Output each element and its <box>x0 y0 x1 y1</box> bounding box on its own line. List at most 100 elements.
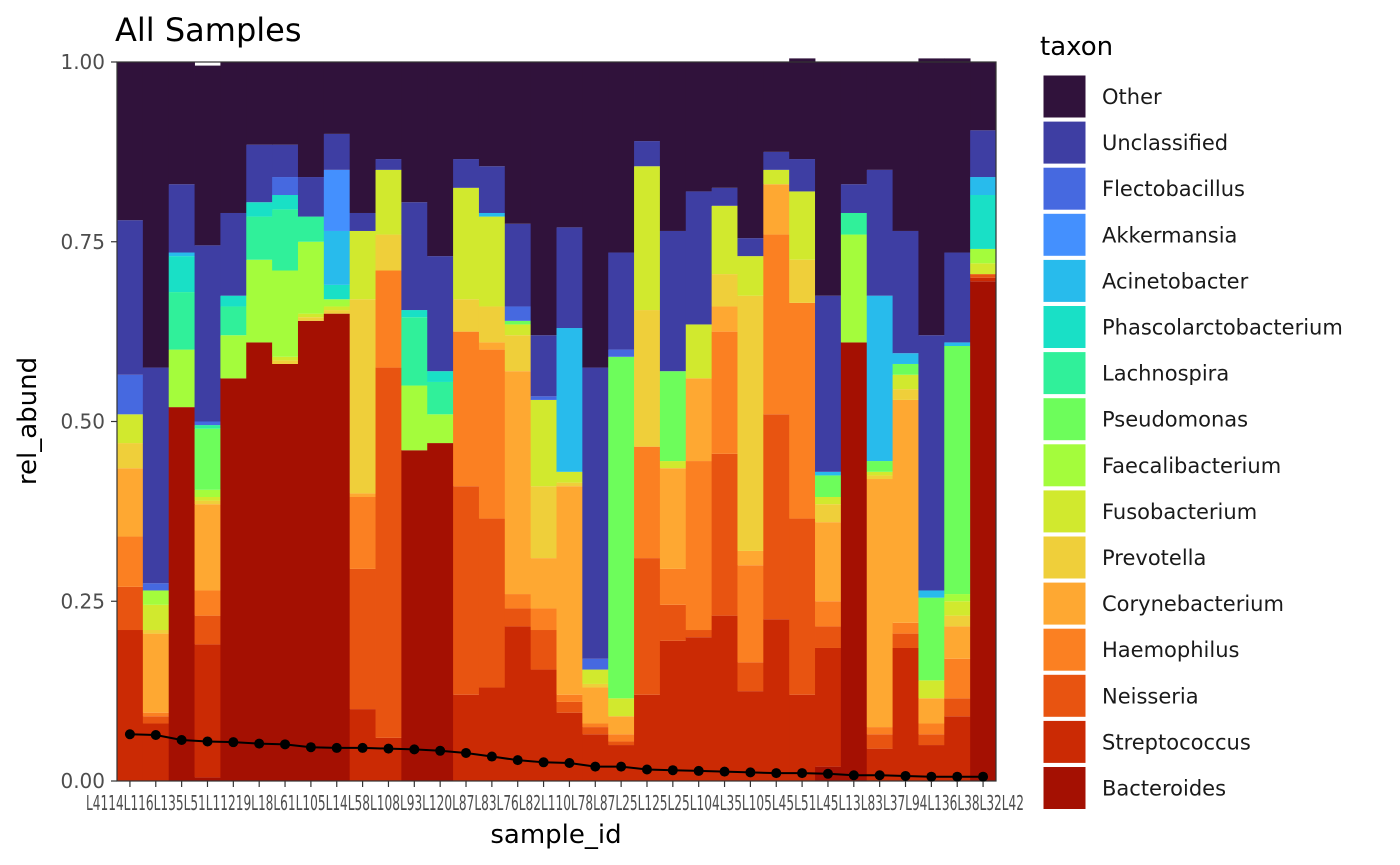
bar-segment-other <box>504 62 532 224</box>
bar-segment-streptococcus <box>659 640 687 781</box>
bar-segment-faecalibacterium <box>323 299 351 307</box>
legend-swatch-pseudomonas <box>1042 397 1087 442</box>
legend-swatch-flectobacillus <box>1042 166 1087 211</box>
bar-segment-unclassified <box>970 130 997 178</box>
bar-segment-phascolarctobacterium <box>970 195 997 249</box>
bar-segment-fusobacterium <box>556 471 583 483</box>
bar-segment-acinetobacter <box>944 342 971 346</box>
data-point <box>357 742 368 753</box>
bar-segment-acinetobacter <box>323 230 351 285</box>
bar-segment-phascolarctobacterium <box>401 310 428 318</box>
bar-segment-faecalibacterium <box>194 489 221 497</box>
bar-segment-prevotella <box>375 234 402 271</box>
bar-segment-other <box>530 62 557 336</box>
bar-segment-pseudomonas <box>194 428 221 490</box>
bar-segment-fusobacterium <box>970 263 997 275</box>
bar-segment-bacteroides <box>401 450 428 781</box>
bar-segment-other <box>246 62 273 145</box>
bar-segment-acinetobacter <box>168 252 195 257</box>
legend-label: Phascolarctobacterium <box>1102 316 1343 340</box>
bar-segment-haemophilus <box>711 331 738 454</box>
bar-segment-haemophilus <box>582 723 609 728</box>
bar-segment-bacteroides <box>246 342 273 781</box>
legend-label: Pseudomonas <box>1102 408 1248 432</box>
legend-swatch-prevotella <box>1042 535 1087 580</box>
bar-segment-flectobacillus <box>530 396 557 400</box>
y-tick-label: 0.00 <box>60 769 105 793</box>
data-point <box>952 771 963 782</box>
bar-segment-phascolarctobacterium <box>272 195 299 210</box>
bar-segment-haemophilus <box>194 590 221 616</box>
bar-segment-neisseria <box>349 568 376 710</box>
legend-label: Acinetobacter <box>1102 269 1249 293</box>
bar-segment-unclassified <box>194 245 221 422</box>
bar-segment-fusobacterium <box>530 399 557 487</box>
bar-segment-haemophilus <box>634 446 661 559</box>
bar-segment-unclassified <box>117 220 144 375</box>
bar-segment-bacteroides <box>168 407 195 781</box>
bar-segment-neisseria <box>582 727 609 735</box>
bar-segment-streptococcus <box>970 277 997 282</box>
bar-segment-unclassified <box>789 159 816 192</box>
bar-segment-prevotella <box>582 683 609 688</box>
bar-segment-unclassified <box>272 144 299 178</box>
bar-segment-neisseria <box>530 630 557 670</box>
bar-segment-other <box>453 62 480 160</box>
bar-segment-unclassified <box>478 166 506 213</box>
bar-segment-other <box>763 62 790 152</box>
bar-segment-corynebacterium <box>478 342 506 350</box>
bar-segment-acinetobacter <box>970 177 997 196</box>
data-point <box>564 758 575 769</box>
bar-segment-corynebacterium <box>944 626 971 659</box>
bar-segment-other <box>815 62 842 296</box>
bar-segment-prevotella <box>453 299 480 332</box>
bar-segment-neisseria <box>608 741 635 746</box>
bar-segment-bacteroides <box>297 320 325 781</box>
bar-segment-other <box>194 65 221 246</box>
bar-segment-corynebacterium <box>711 306 738 332</box>
legend-label: Neisseria <box>1102 684 1199 708</box>
data-point <box>461 747 472 758</box>
bar-segment-neisseria <box>866 734 893 749</box>
bar-segment-fusobacterium <box>297 313 325 318</box>
bar-segment-haemophilus <box>142 712 170 717</box>
bar-segment-corynebacterium <box>504 371 532 595</box>
bar-segment-neisseria <box>194 615 221 645</box>
bar-segment-phascolarctobacterium <box>323 284 351 300</box>
bar-segment-faecalibacterium <box>944 594 971 602</box>
bar-segment-unclassified <box>401 202 428 311</box>
bar-segment-other <box>866 62 893 170</box>
bar-segment-pseudomonas <box>944 346 971 595</box>
bar-segment-unclassified <box>427 256 454 372</box>
bar-segment-fusobacterium <box>194 497 221 501</box>
bar-segment-neisseria <box>892 633 919 648</box>
bar-segment-unclassified <box>634 141 661 167</box>
bar-segment-flectobacillus <box>142 583 170 591</box>
bar-segment-neisseria <box>944 698 971 717</box>
bar-segment-other <box>427 62 454 257</box>
bar-segment-fusobacterium <box>659 461 687 469</box>
bar-segment-lachnospira <box>297 216 325 242</box>
bar-segment-neisseria <box>117 586 144 631</box>
bar-segment-streptococcus <box>556 712 583 781</box>
y-tick-label: 0.25 <box>60 589 105 613</box>
bar-segment-fusobacterium <box>478 216 506 307</box>
bar-segment-streptococcus <box>789 694 816 781</box>
bar-segment-other <box>272 62 299 145</box>
bar-segment-fusobacterium <box>634 166 661 311</box>
bar-segment-unclassified <box>918 335 945 591</box>
bar-segment-bacteroides <box>272 363 299 781</box>
bar-segment-faecalibacterium <box>970 248 997 264</box>
bar-segment-phascolarctobacterium <box>246 202 273 217</box>
bar-segment-lachnospira <box>840 212 868 235</box>
bar-segment-unclassified <box>659 230 687 372</box>
legend-swatch-neisseria <box>1042 673 1087 718</box>
bar-segment-unclassified <box>142 367 170 584</box>
bar-segment-prevotella <box>789 259 816 303</box>
y-tick-label: 1.00 <box>60 50 105 74</box>
bar-segment-faecalibacterium <box>272 270 299 357</box>
bar-segment-neisseria <box>142 716 170 724</box>
bar-segment-corynebacterium <box>918 698 945 724</box>
bar-segment-other <box>349 62 376 213</box>
legend-swatch-lachnospira <box>1042 351 1087 396</box>
